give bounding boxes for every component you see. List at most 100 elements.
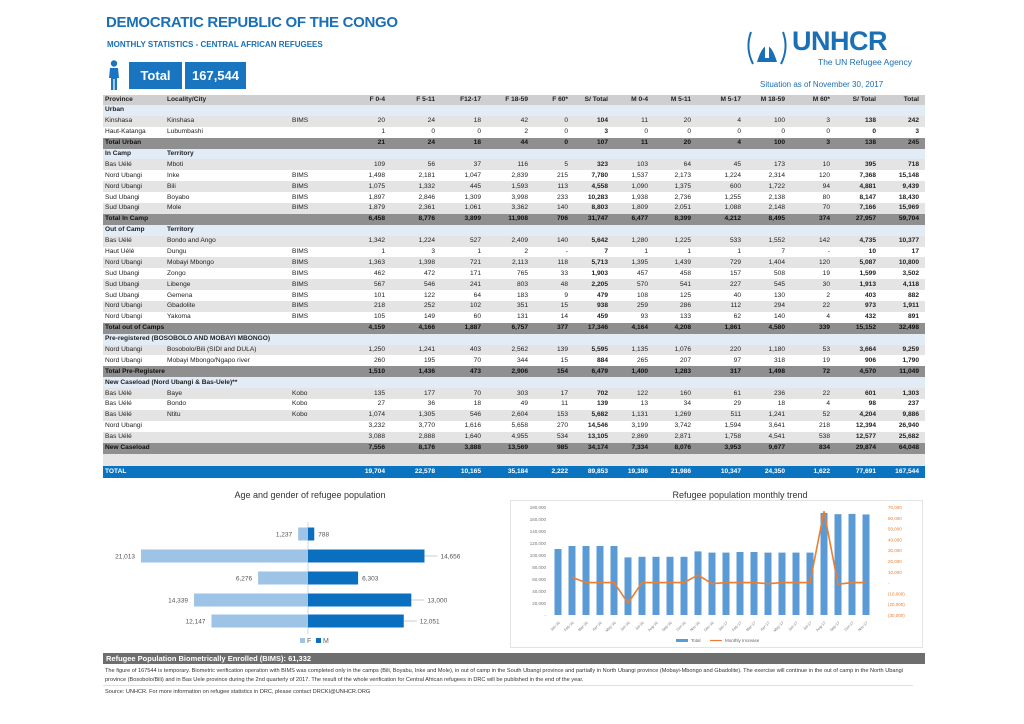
trend-chart-frame xyxy=(510,500,923,648)
value-cell: 4,735 xyxy=(832,235,878,247)
value-cell: 1,224 xyxy=(387,235,437,247)
divider xyxy=(103,685,913,686)
value-cell: 122 xyxy=(610,388,650,400)
value-cell: 1,283 xyxy=(650,366,693,378)
value-cell: 374 xyxy=(787,213,832,225)
value-cell: 1,363 xyxy=(340,257,387,269)
table-row: Nord Ubangi Mobayi Mbongo/Ngapo river 260 1… xyxy=(103,355,925,367)
province-cell: Bas Uélé xyxy=(103,388,165,400)
value-cell: 1,398 xyxy=(387,257,437,269)
value-cell: 241 xyxy=(437,279,483,291)
locality-cell: Mobayi Mbongo/Ngapo river xyxy=(165,355,290,367)
locality-cell: Mboti xyxy=(165,159,290,171)
method-cell xyxy=(290,355,340,367)
empty-cell xyxy=(290,105,340,116)
value-cell: 122 xyxy=(387,290,437,302)
value-cell: 1,537 xyxy=(610,170,650,182)
value-cell: 479 xyxy=(570,290,610,302)
value-cell: 120 xyxy=(787,257,832,269)
x-axis-tick-label: Jul-16 xyxy=(635,621,645,631)
value-cell: 22 xyxy=(787,301,832,312)
value-cell: 2,888 xyxy=(387,431,437,443)
value-cell: 834 xyxy=(787,442,832,454)
province-cell: Total In Camp xyxy=(103,213,165,225)
value-cell: 167,544 xyxy=(878,465,925,478)
locality-cell xyxy=(165,442,290,454)
empty-cell xyxy=(787,224,832,236)
value-cell: 18 xyxy=(437,137,483,149)
value-cell: 1,076 xyxy=(650,344,693,356)
value-cell: 4 xyxy=(787,311,832,323)
value-cell: 27,957 xyxy=(832,213,878,225)
value-cell: 2,869 xyxy=(610,431,650,443)
value-cell: 7,368 xyxy=(832,170,878,182)
value-cell: 3 xyxy=(570,126,610,138)
locality-cell: Bondo and Ango xyxy=(165,235,290,247)
value-cell: 432 xyxy=(832,311,878,323)
value-cell: 130 xyxy=(743,290,787,302)
legend-swatch-m xyxy=(316,638,321,643)
empty-cell xyxy=(387,224,437,236)
value-cell: 5,682 xyxy=(570,409,610,421)
x-axis-tick-label: Feb-16 xyxy=(563,621,574,632)
column-header: M 0-4 xyxy=(610,95,650,105)
province-cell: Nord Ubangi xyxy=(103,311,165,323)
empty-cell xyxy=(878,224,925,236)
value-cell: 9,886 xyxy=(878,409,925,421)
column-header: Locality/City xyxy=(165,95,290,105)
legend-label-f: F xyxy=(307,638,311,645)
value-cell: 1,241 xyxy=(743,409,787,421)
value-cell: 149 xyxy=(387,311,437,323)
value-cell: 19,386 xyxy=(610,465,650,478)
x-axis-tick-label: May-16 xyxy=(605,621,617,633)
value-cell: 1,439 xyxy=(650,257,693,269)
value-cell: 9,259 xyxy=(878,344,925,356)
table-row: Bas Uélé Bondo Kobo 27 36 18 49 11 139 13 34 29 18 4 9… xyxy=(103,399,925,410)
logo-text: UNHCR xyxy=(792,26,888,56)
province-cell: Sud Ubangi xyxy=(103,268,165,280)
value-cell: 18,430 xyxy=(878,192,925,204)
right-axis-tick-label: (20,000) xyxy=(888,602,905,607)
value-cell: 533 xyxy=(693,235,743,247)
empty-cell xyxy=(787,148,832,160)
value-cell: 10,283 xyxy=(570,192,610,204)
female-data-label: 21,013 xyxy=(115,554,135,561)
value-cell: 1,280 xyxy=(610,235,650,247)
value-cell: 25,682 xyxy=(878,431,925,443)
value-cell: 101 xyxy=(340,290,387,302)
value-cell: 236 xyxy=(743,388,787,400)
value-cell: 3,998 xyxy=(483,192,530,204)
province-cell: Sud Ubangi xyxy=(103,192,165,204)
value-cell: 4,570 xyxy=(832,366,878,378)
value-cell: 18 xyxy=(437,399,483,410)
value-cell: 245 xyxy=(878,137,925,149)
method-cell xyxy=(290,235,340,247)
value-cell: 15,148 xyxy=(878,170,925,182)
value-cell: 22 xyxy=(787,388,832,400)
value-cell: 9,439 xyxy=(878,181,925,193)
value-cell: 3,664 xyxy=(832,344,878,356)
empty-cell xyxy=(832,148,878,160)
table-row: Haut Uélé Dungu BIMS 1 3 1 2-7 1 1 1 7-10 17 xyxy=(103,246,925,258)
value-cell: 112 xyxy=(693,301,743,312)
value-cell: 8,803 xyxy=(570,203,610,214)
table-row: Nord Ubangi Bosobolo/Bili (SIDI and DULA)… xyxy=(103,344,925,356)
total-bar xyxy=(694,551,702,615)
value-cell: 0 xyxy=(610,126,650,138)
value-cell: 1,510 xyxy=(340,366,387,378)
value-cell: 131 xyxy=(483,311,530,323)
value-cell: 10,165 xyxy=(437,465,483,478)
value-cell: 344 xyxy=(483,355,530,367)
table-row: Nord Ubangi 3,232 3,770 1,616 5,658 270 14,546… xyxy=(103,420,925,432)
value-cell: 1,722 xyxy=(743,181,787,193)
locality-cell: Inke xyxy=(165,170,290,182)
monthly-increase-line xyxy=(571,511,866,605)
subtotal-row: New Caseload 7,556 8,176 3,888 13,569 985 34,1… xyxy=(103,442,925,454)
value-cell: 765 xyxy=(483,268,530,280)
right-axis-tick-label: 60,000 xyxy=(888,516,902,521)
empty-cell xyxy=(693,224,743,236)
value-cell: 260 xyxy=(340,355,387,367)
column-header: F 0-4 xyxy=(340,95,387,105)
page-title: DEMOCRATIC REPUBLIC OF THE CONGO xyxy=(106,14,398,31)
province-cell: Nord Ubangi xyxy=(103,257,165,269)
